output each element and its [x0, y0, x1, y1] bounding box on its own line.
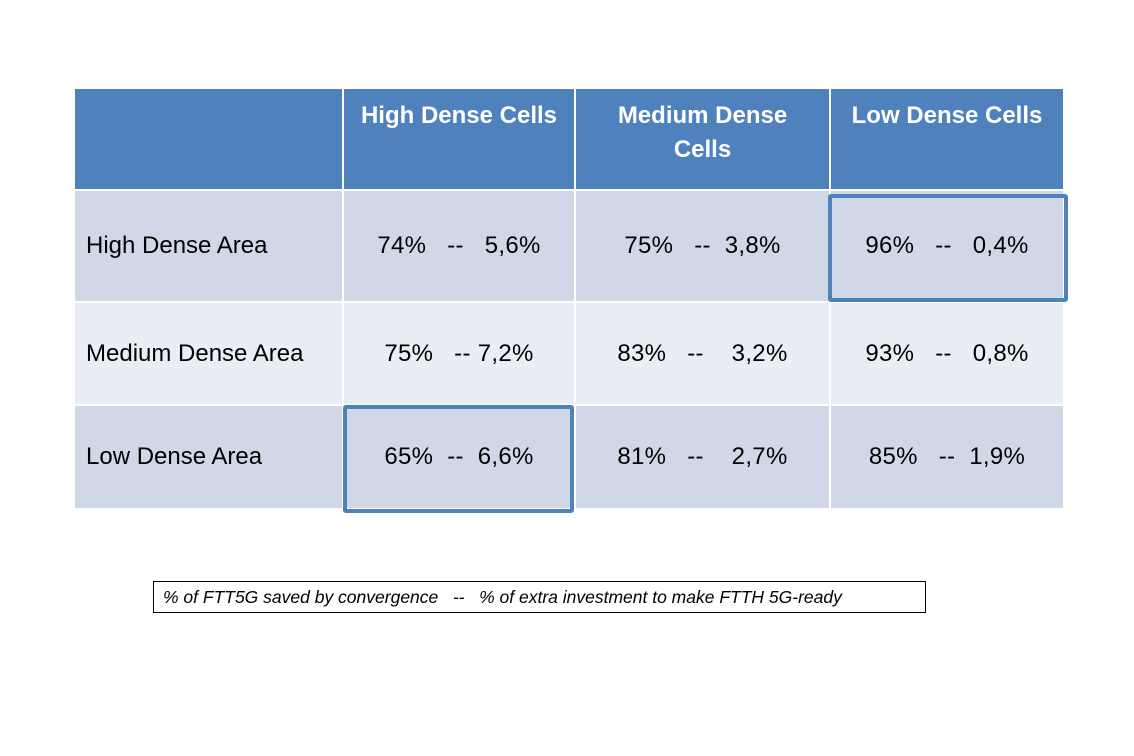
header-high-dense-cells: High Dense Cells	[344, 89, 574, 189]
cell-medium-area-low-cells: 93% -- 0,8%	[831, 303, 1063, 404]
row-label-low-dense-area: Low Dense Area	[75, 406, 342, 508]
cell-medium-area-high-cells: 75% -- 7,2%	[344, 303, 574, 404]
cell-low-area-high-cells: 65% -- 6,6%	[344, 406, 574, 508]
header-corner	[75, 89, 342, 189]
cell-low-area-medium-cells: 81% -- 2,7%	[576, 406, 829, 508]
cell-low-area-low-cells: 85% -- 1,9%	[831, 406, 1063, 508]
header-low-dense-cells: Low Dense Cells	[831, 89, 1063, 189]
cell-high-area-low-cells: 96% -- 0,4%	[831, 191, 1063, 301]
row-label-high-dense-area: High Dense Area	[75, 191, 342, 301]
header-medium-dense-cells: Medium Dense Cells	[576, 89, 829, 189]
cell-high-area-high-cells: 74% -- 5,6%	[344, 191, 574, 301]
legend-box: % of FTT5G saved by convergence -- % of …	[153, 581, 926, 613]
comparison-table: High Dense Cells Medium Dense Cells Low …	[75, 89, 1063, 510]
row-label-medium-dense-area: Medium Dense Area	[75, 303, 342, 404]
cell-high-area-medium-cells: 75% -- 3,8%	[576, 191, 829, 301]
cell-medium-area-medium-cells: 83% -- 3,2%	[576, 303, 829, 404]
